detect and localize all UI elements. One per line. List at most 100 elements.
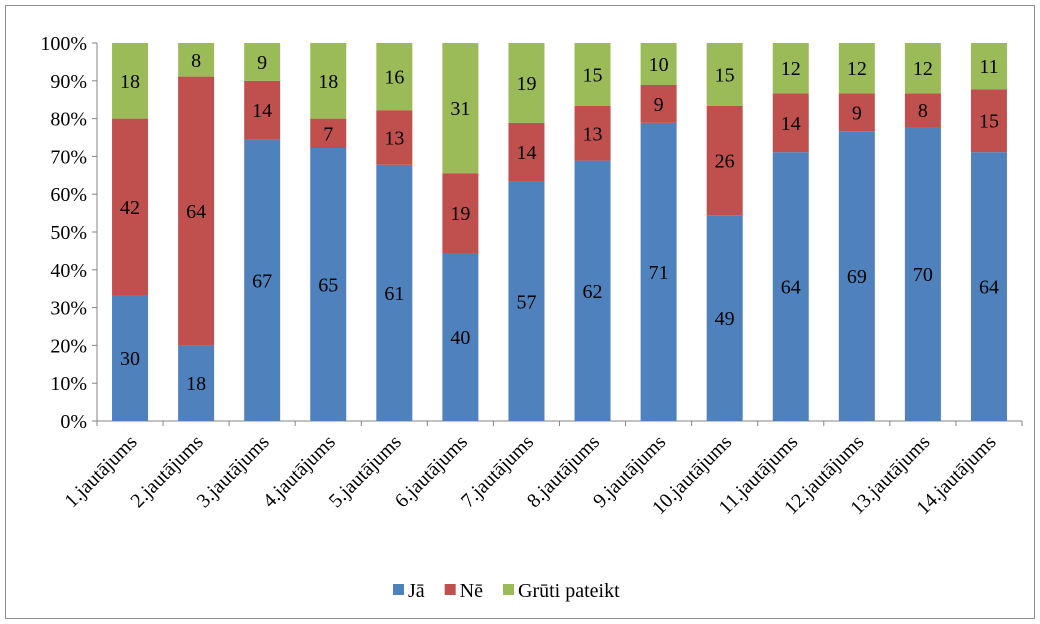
data-label: 40 [450, 327, 470, 349]
data-label: 19 [516, 73, 536, 95]
bar-segment [772, 152, 809, 421]
data-label: 64 [186, 201, 206, 223]
bar-segment [904, 127, 941, 421]
data-label: 18 [186, 373, 206, 395]
bar-segment [508, 122, 545, 182]
data-label: 15 [715, 65, 735, 87]
bar-segment [112, 118, 149, 295]
data-label: 71 [649, 262, 669, 284]
y-tick-label: 100% [40, 33, 87, 55]
data-label: 65 [318, 275, 338, 297]
data-label: 64 [979, 277, 999, 299]
bar-segment [706, 106, 743, 216]
bar-segment [442, 253, 479, 421]
legend-label: Grūti pateikt [518, 580, 620, 602]
y-tick-label: 80% [50, 109, 87, 131]
y-tick-label: 60% [50, 184, 87, 206]
bar-segment [772, 93, 809, 153]
bar-segment [244, 43, 281, 81]
y-tick-label: 0% [60, 411, 87, 433]
bar-segment [574, 43, 611, 106]
data-label: 57 [516, 291, 536, 313]
bar-segment [376, 110, 413, 165]
bar-segment [112, 43, 149, 119]
bar-segment [112, 295, 149, 421]
data-label: 64 [781, 277, 801, 299]
bar-segment [706, 43, 743, 106]
legend-swatch [393, 584, 404, 595]
data-label: 12 [847, 58, 867, 80]
y-tick-label: 30% [50, 298, 87, 320]
data-label: 18 [318, 71, 338, 93]
bar-segment [574, 106, 611, 161]
bar-segment [310, 118, 347, 148]
bar-segment [376, 164, 413, 422]
data-label: 14 [781, 113, 801, 135]
data-label: 9 [257, 52, 267, 74]
data-label: 62 [583, 281, 603, 303]
bar-segment [640, 85, 677, 123]
bar-segment [970, 152, 1007, 421]
data-label: 70 [913, 264, 933, 286]
bar-segment [838, 131, 875, 421]
data-label: 10 [649, 54, 669, 76]
bar-segment [442, 173, 479, 253]
data-label: 12 [913, 58, 933, 80]
y-tick-label: 70% [50, 146, 87, 168]
data-label: 15 [583, 65, 603, 87]
bar-segment [772, 43, 809, 94]
bar-segment [442, 43, 479, 174]
data-label: 8 [191, 50, 201, 72]
data-label: 19 [450, 203, 470, 225]
data-label: 11 [979, 56, 998, 78]
data-label: 13 [384, 128, 404, 150]
legend-swatch [444, 584, 456, 595]
bar-segment [706, 215, 743, 421]
y-tick-label: 10% [50, 373, 87, 395]
bar-segment [640, 43, 677, 85]
data-label: 18 [120, 71, 140, 93]
bar-segment [574, 160, 611, 421]
bar-segment [640, 122, 677, 422]
y-tick-label: 90% [50, 71, 87, 93]
bar-segment [310, 148, 347, 421]
data-label: 69 [847, 266, 867, 288]
bar-segment [970, 89, 1007, 153]
data-label: 42 [120, 197, 140, 219]
data-label: 14 [516, 142, 536, 164]
bar-segment [244, 80, 281, 140]
bar-segment [178, 43, 215, 77]
legend-label: Nē [460, 580, 483, 602]
data-label: 67 [252, 270, 272, 292]
data-label: 30 [120, 348, 140, 370]
data-label: 7 [323, 123, 333, 145]
data-label: 13 [583, 123, 603, 145]
data-label: 14 [252, 100, 272, 122]
data-label: 8 [918, 100, 928, 122]
bar-segment [838, 93, 875, 132]
bar-segment [178, 76, 215, 346]
bar-segment [838, 43, 875, 94]
bar-segment [310, 43, 347, 119]
legend-label: Jā [408, 580, 425, 602]
data-label: 26 [715, 151, 735, 173]
data-label: 9 [852, 102, 862, 124]
y-tick-label: 40% [50, 260, 87, 282]
bar-segment [508, 43, 545, 123]
bar-segment [244, 139, 281, 421]
bar-segment [178, 345, 215, 421]
legend-swatch [503, 584, 514, 595]
data-label: 9 [654, 94, 664, 116]
data-label: 12 [781, 58, 801, 80]
bar-segment [904, 93, 941, 127]
data-label: 16 [384, 67, 404, 89]
data-label: 61 [384, 283, 404, 305]
y-tick-label: 50% [50, 222, 87, 244]
bar-segment [904, 43, 941, 94]
y-tick-label: 20% [50, 335, 87, 357]
data-label: 49 [715, 308, 735, 330]
data-label: 31 [450, 98, 470, 120]
bar-segment [970, 43, 1007, 90]
bar-segment [376, 43, 413, 111]
